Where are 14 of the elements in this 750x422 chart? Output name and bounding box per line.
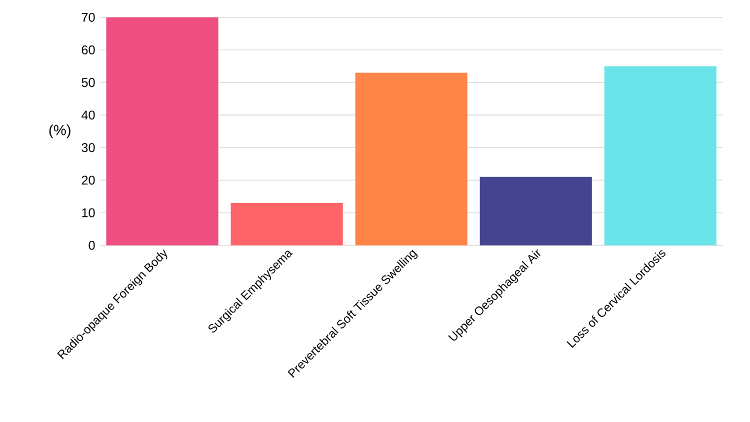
y-tick-label: 70 <box>82 12 95 22</box>
y-tick-label: 40 <box>81 110 95 120</box>
bar <box>230 202 343 246</box>
y-tick-label: 60 <box>82 45 95 54</box>
y-tick-label: 50 <box>82 78 95 87</box>
y-tick-label: 30 <box>82 143 95 152</box>
y-tick-label: 10 <box>82 208 95 218</box>
y-axis-title: (%) <box>49 124 70 138</box>
bar <box>604 66 716 246</box>
bar <box>480 176 592 246</box>
bar <box>355 72 468 246</box>
bar <box>106 17 218 246</box>
y-tick-label: 20 <box>82 176 95 185</box>
y-tick-label: 0 <box>88 240 95 250</box>
